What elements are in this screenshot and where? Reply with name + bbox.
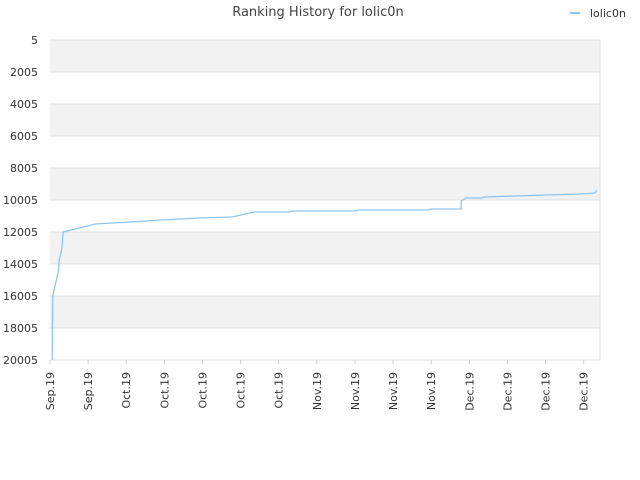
y-tick-label: 2005 [10,66,38,79]
y-tick-label: 20005 [3,354,38,367]
grid-band [50,104,600,136]
grid-band [50,296,600,328]
x-tick-label: Sep.19 [82,372,95,410]
x-tick-label: Nov.19 [311,372,324,410]
y-tick-label: 5 [31,34,38,47]
y-tick-label: 4005 [10,98,38,111]
legend-label: lolic0n [590,7,626,20]
x-tick-label: Oct.19 [235,372,248,409]
x-tick-label: Oct.19 [158,372,171,409]
x-tick-label: Oct.19 [196,372,209,409]
grid-band [50,40,600,72]
x-tick-label: Nov.19 [349,372,362,410]
x-tick-label: Dec.19 [540,372,553,411]
x-tick-label: Oct.19 [273,372,286,409]
y-tick-label: 6005 [10,130,38,143]
y-tick-label: 16005 [3,290,38,303]
y-tick-label: 8005 [10,162,38,175]
grid-band [50,232,600,264]
grid-band [50,168,600,200]
x-tick-label: Oct.19 [120,372,133,409]
x-tick-label: Sep.19 [44,372,57,410]
x-tick-label: Dec.19 [463,372,476,411]
y-tick-label: 14005 [3,258,38,271]
y-tick-label: 12005 [3,226,38,239]
y-tick-label: 10005 [3,194,38,207]
x-tick-label: Dec.19 [578,372,591,411]
line [51,189,598,361]
grid-band [50,72,600,104]
chart-title: Ranking History for lolic0n [232,5,404,20]
y-tick-label: 18005 [3,322,38,335]
grid-band [50,264,600,296]
x-tick-label: Nov.19 [387,372,400,410]
grid-band [50,200,600,232]
x-tick-label: Dec.19 [501,372,514,411]
x-tick-label: Nov.19 [425,372,438,410]
grid-band [50,136,600,168]
grid-band [50,328,600,360]
